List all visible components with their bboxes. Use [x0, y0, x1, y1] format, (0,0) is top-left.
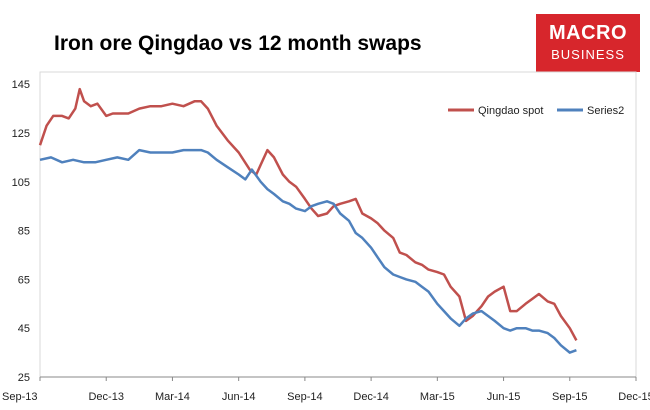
series-line-series2	[39, 148, 577, 354]
y-tick-label: 145	[12, 79, 30, 91]
y-tick-label: 105	[12, 177, 30, 189]
x-tick-label: Mar-14	[155, 391, 190, 403]
legend-label: Series2	[587, 105, 624, 117]
y-tick-label: 25	[18, 372, 30, 384]
y-tick-label: 45	[18, 323, 30, 335]
x-tick-label: Dec-15	[618, 391, 650, 403]
plot-area	[39, 71, 637, 378]
macro-business-logo: MACRO BUSINESS	[536, 14, 640, 72]
x-tick-label: Mar-15	[420, 391, 455, 403]
x-tick-label: Dec-13	[88, 391, 123, 403]
y-tick-label: 85	[18, 226, 30, 238]
legend-label: Qingdao spot	[478, 105, 543, 117]
logo-line1: MACRO	[548, 22, 628, 44]
x-tick-label: Jun-14	[222, 391, 256, 403]
y-tick-label: 125	[12, 128, 30, 140]
x-tick-label: Sep-13	[2, 391, 37, 403]
series-line-qingdao-spot	[38, 87, 578, 341]
x-tick-label: Sep-15	[552, 391, 587, 403]
x-tick-label: Sep-14	[287, 391, 322, 403]
y-tick-label: 65	[18, 274, 30, 286]
x-tick-label: Jun-15	[487, 391, 521, 403]
chart-title: Iron ore Qingdao vs 12 month swaps	[54, 32, 422, 55]
x-tick-label: Dec-14	[353, 391, 388, 403]
legend: Qingdao spot Series2	[448, 105, 624, 117]
logo-line2: BUSINESS	[551, 47, 625, 62]
